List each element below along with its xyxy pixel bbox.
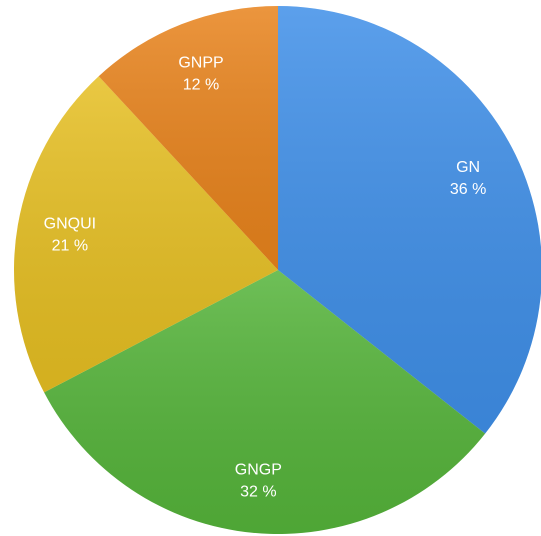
slice-shade xyxy=(44,270,486,535)
slice-label: GN xyxy=(456,159,480,176)
slice-label: GNQUI xyxy=(44,215,96,232)
slice-value-label: 36 % xyxy=(450,181,486,198)
slice-shade xyxy=(13,76,279,393)
slice-shade xyxy=(98,6,278,270)
slice-value-label: 12 % xyxy=(183,77,219,94)
slice-shade xyxy=(278,6,541,434)
slice-label: GNPP xyxy=(178,55,223,72)
slice-label: GNGP xyxy=(235,461,282,478)
slice-value-label: 21 % xyxy=(52,237,88,254)
slice-value-label: 32 % xyxy=(240,483,276,500)
